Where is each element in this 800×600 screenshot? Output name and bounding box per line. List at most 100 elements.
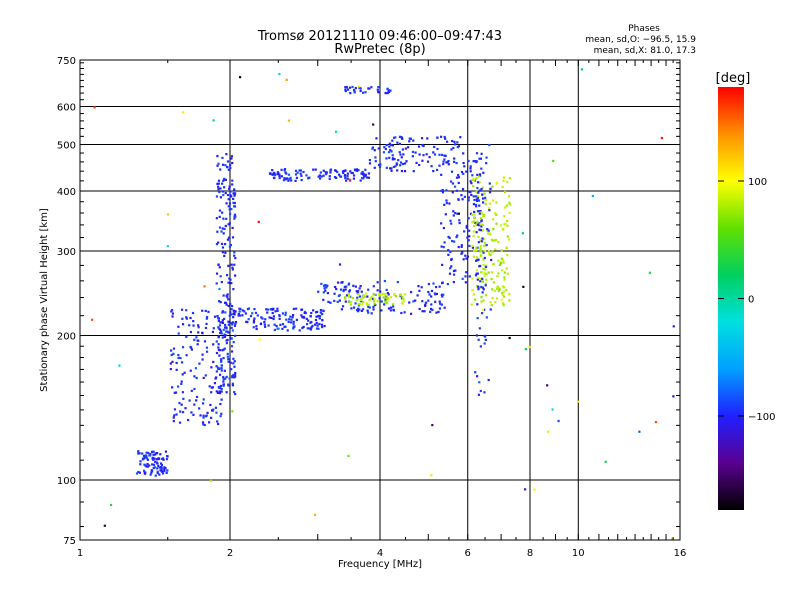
echo-point [479,264,482,268]
echo-point [470,193,473,197]
echo-point [438,285,441,288]
echo-point [160,463,164,467]
echo-point [292,327,295,330]
echo-point [429,307,433,311]
echo-point [471,221,474,224]
echo-point [480,220,483,223]
echo-point [390,150,393,153]
echo-point [323,287,326,290]
echo-point [230,155,234,158]
echo-point [222,380,225,383]
echo-point [361,91,365,94]
echo-point [394,165,397,168]
echo-point [496,275,499,278]
echo-point [350,171,353,175]
echo-point [467,199,470,202]
echo-point [470,213,474,216]
echo-point [266,311,269,314]
echo-point [156,471,159,475]
echo-point [220,387,223,391]
echo-point [398,151,401,154]
x-tick-label: 4 [377,548,383,559]
echo-point [229,361,232,364]
echo-point [328,177,331,181]
echo-point [216,182,219,185]
echo-point [367,288,370,291]
echo-point [386,297,390,300]
echo-point [434,285,438,289]
echo-point [217,335,221,338]
echo-point [433,145,436,149]
echo-point [223,227,226,231]
echo-point [144,471,147,474]
echo-point [220,412,223,415]
echo-point [171,386,174,389]
echo-point [152,463,156,466]
echo-point [447,253,450,256]
echo-point [205,346,209,349]
echo-point [362,177,365,180]
echo-point [393,158,396,161]
echo-point [472,220,475,223]
echo-point [383,279,386,283]
echo-point [386,299,389,302]
echo-point [418,307,421,311]
echo-point [230,308,233,311]
echo-point [214,377,217,380]
echo-point [371,297,374,300]
echo-point [373,297,376,301]
echo-point [480,271,483,274]
echo-point [219,275,222,278]
echo-point [220,242,224,246]
echo-point [241,314,244,317]
echo-point [222,383,225,386]
echo-point [229,278,232,281]
outlier-point [182,111,185,114]
echo-point [226,352,229,356]
echo-point [472,249,476,252]
echo-point [484,284,487,287]
echo-point [295,318,298,321]
echo-point [389,167,392,170]
echo-point [143,472,147,475]
echo-point [150,451,154,454]
echo-point [504,222,507,225]
echo-point [383,293,387,296]
echo-point [300,314,303,317]
echo-point [223,254,226,257]
echo-point [170,310,173,313]
echo-point [227,281,230,284]
echo-point [316,315,319,318]
echo-point [486,228,489,231]
echo-point [230,345,234,348]
echo-point [223,186,226,189]
echo-point [165,471,168,474]
echo-point [488,207,491,210]
outlier-point [457,212,461,215]
echo-point [217,422,220,426]
echo-point [361,170,364,174]
echo-point [219,168,222,171]
echo-point [278,176,281,180]
echo-point [464,254,467,257]
echo-point [215,376,218,379]
echo-point [508,177,511,180]
echo-point [481,223,484,226]
echo-point [339,175,342,178]
echo-point [232,197,235,201]
outlier-point [277,327,280,330]
echo-point [441,281,444,284]
echo-point [436,168,439,172]
echo-point [304,311,307,315]
colorbar-tick-label: 0 [748,295,754,306]
echo-point [503,214,506,218]
echo-point [471,289,474,292]
echo-point [221,246,225,249]
echo-point [450,222,453,225]
echo-point [289,315,292,318]
echo-point [303,316,306,319]
echo-point [149,454,152,457]
echo-point [490,277,493,281]
echo-point [479,217,483,220]
echo-point [342,289,345,293]
